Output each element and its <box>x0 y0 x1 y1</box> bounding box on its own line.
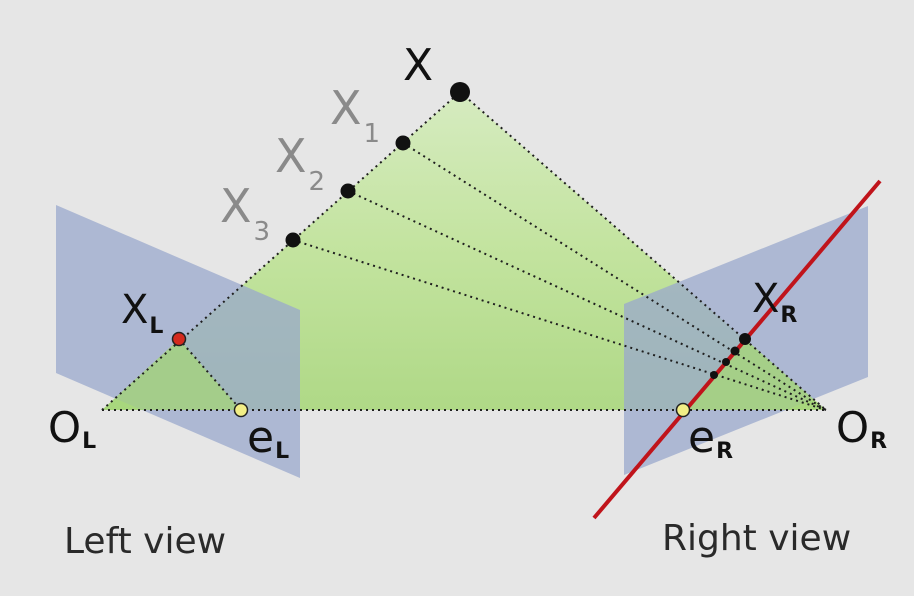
point-xR <box>739 333 751 345</box>
label-OR: OR <box>836 403 887 454</box>
label-X3: X3 <box>220 179 270 247</box>
point-X <box>450 82 470 102</box>
ray-X2-right <box>347 190 827 411</box>
label-eR: eR <box>688 412 733 464</box>
point-X3 <box>285 232 301 248</box>
xL-to-eL <box>178 338 242 411</box>
label-xR: XR <box>752 276 797 328</box>
point-proj-X3 <box>710 371 718 379</box>
point-proj-X2 <box>722 358 730 366</box>
label-X1: X1 <box>330 81 380 149</box>
label-OL: OL <box>48 403 96 454</box>
point-X1 <box>395 135 411 151</box>
point-xL <box>171 331 187 347</box>
label-X: X <box>403 40 433 91</box>
epipole-right <box>675 402 691 418</box>
caption-right-view: Right view <box>662 518 851 559</box>
epipole-left <box>233 402 249 418</box>
caption-left-view: Left view <box>64 521 226 562</box>
label-X2: X2 <box>275 129 325 197</box>
label-xL: XL <box>121 287 163 339</box>
label-eL: eL <box>247 412 289 464</box>
ray-left <box>101 91 461 411</box>
right-epipolar-triangle <box>683 339 826 410</box>
point-proj-X1 <box>730 346 740 356</box>
left-epipolar-triangle <box>102 339 241 410</box>
point-X2 <box>340 183 356 199</box>
